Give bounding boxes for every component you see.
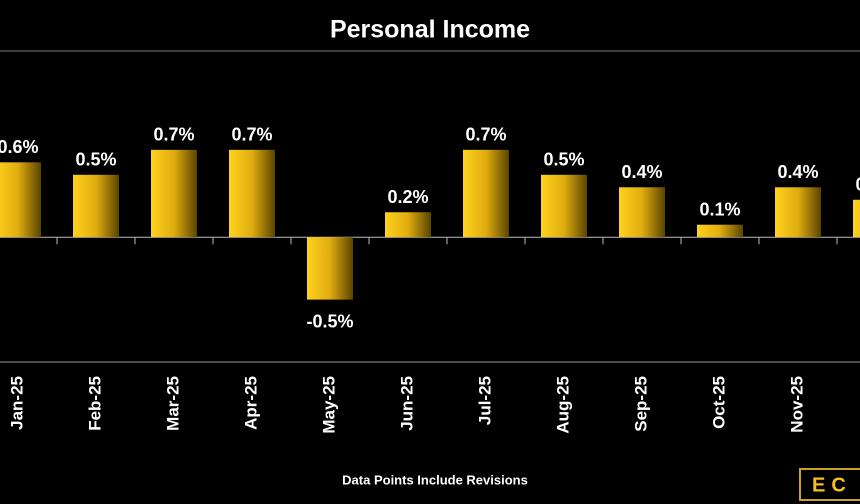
bar — [229, 149, 275, 238]
bar — [697, 224, 743, 238]
bar — [619, 187, 665, 238]
logo-box — [799, 468, 860, 501]
x-tick-label: Jan-25 — [7, 376, 26, 430]
value-label: 0.3% — [855, 175, 860, 195]
value-label: 0.7% — [153, 125, 194, 145]
x-tick-label: Feb-25 — [85, 376, 104, 431]
bar — [853, 199, 860, 238]
x-tick-label: Jul-25 — [475, 376, 494, 425]
bar — [307, 237, 353, 300]
chart-title: Personal Income — [330, 16, 530, 44]
bar — [463, 149, 509, 238]
bar — [385, 212, 431, 238]
value-label: 0.7% — [465, 125, 506, 145]
value-label: 0.1% — [699, 199, 740, 219]
value-label: 0.5% — [543, 150, 584, 170]
x-tick-label: Mar-25 — [163, 376, 182, 431]
bar — [151, 149, 197, 238]
x-tick-label: Apr-25 — [241, 376, 260, 430]
bar — [775, 187, 821, 238]
bar — [541, 174, 587, 238]
footnote: Data Points Include Revisions — [342, 472, 528, 487]
bar — [73, 174, 119, 238]
value-label: -0.5% — [306, 311, 353, 331]
value-label: 0.4% — [777, 162, 818, 182]
logo: EC — [812, 474, 852, 496]
x-tick-label: Jun-25 — [397, 376, 416, 431]
value-label: 0.6% — [0, 137, 39, 157]
value-label: 0.4% — [621, 162, 662, 182]
value-label: 0.5% — [75, 150, 116, 170]
x-tick-label: Oct-25 — [709, 376, 728, 429]
x-tick-label: May-25 — [319, 376, 338, 434]
value-label: 0.2% — [387, 187, 428, 207]
value-label: 0.7% — [231, 125, 272, 145]
x-tick-label: Sep-25 — [631, 376, 650, 432]
x-tick-label: Nov-25 — [787, 376, 806, 433]
bar — [0, 162, 41, 238]
x-tick-label: Aug-25 — [553, 376, 572, 434]
